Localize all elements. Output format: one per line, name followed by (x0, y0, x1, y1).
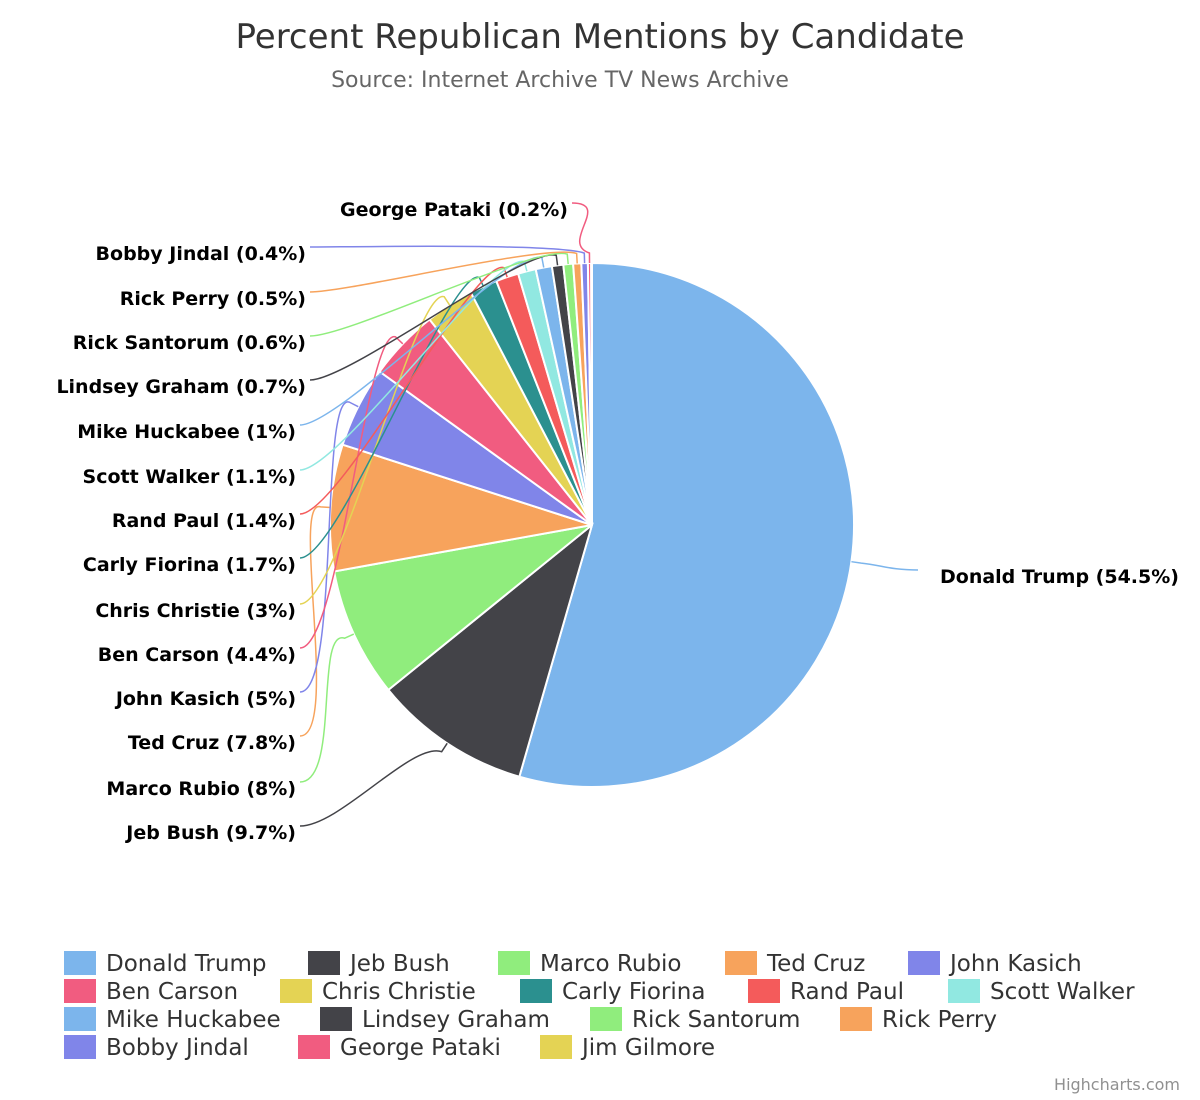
legend-label-ted-cruz: Ted Cruz (766, 951, 865, 977)
legend-swatch-john-kasich (908, 951, 940, 975)
data-label-carly-fiorina: Carly Fiorina (1.7%) (83, 554, 296, 576)
legend-swatch-rick-santorum (590, 1007, 622, 1031)
legend-swatch-mike-huckabee (64, 1007, 96, 1031)
credits-link[interactable]: Highcharts.com (1054, 1075, 1180, 1094)
data-label-rick-santorum: Rick Santorum (0.6%) (73, 332, 306, 354)
legend-label-carly-fiorina: Carly Fiorina (562, 979, 705, 1005)
legend-item-jeb-bush[interactable]: Jeb Bush (308, 951, 450, 977)
data-label-john-kasich: John Kasich (5%) (114, 688, 296, 710)
legend: Donald Trump Jeb Bush Marco Rubio Ted Cruz J… (64, 951, 1135, 1061)
slice-marco-rubio[interactable] (332, 524, 593, 692)
data-label-connectors (299, 202, 919, 827)
legend-swatch-george-pataki (298, 1035, 330, 1059)
legend-item-marco-rubio[interactable]: Marco Rubio (498, 951, 682, 977)
legend-item-george-pataki[interactable]: George Pataki (298, 1035, 501, 1061)
legend-label-jim-gilmore: Jim Gilmore (580, 1035, 715, 1061)
data-label-chris-christie: Chris Christie (3%) (95, 600, 296, 622)
legend-item-donald-trump[interactable]: Donald Trump (64, 951, 266, 977)
legend-swatch-carly-fiorina (520, 979, 552, 1003)
data-label-marco-rubio: Marco Rubio (8%) (106, 778, 296, 800)
legend-item-ted-cruz[interactable]: Ted Cruz (725, 951, 865, 977)
legend-swatch-donald-trump (64, 951, 96, 975)
legend-swatch-chris-christie (280, 979, 312, 1003)
legend-label-mike-huckabee: Mike Huckabee (106, 1007, 281, 1033)
chart-title: Percent Republican Mentions by Candidate (235, 17, 964, 57)
legend-label-rick-santorum: Rick Santorum (632, 1007, 800, 1033)
slice-donald-trump[interactable] (518, 261, 855, 788)
legend-label-rand-paul: Rand Paul (790, 979, 904, 1005)
connector-rick-perry (309, 251, 578, 293)
connector-rick-santorum (309, 252, 569, 337)
legend-item-scott-walker[interactable]: Scott Walker (948, 979, 1135, 1005)
data-label-scott-walker: Scott Walker (1.1%) (83, 466, 296, 488)
data-label-bobby-jindal: Bobby Jindal (0.4%) (96, 243, 306, 265)
connector-marco-rubio (299, 633, 355, 783)
legend-swatch-ted-cruz (725, 951, 757, 975)
pie-slices (329, 261, 855, 788)
legend-swatch-jim-gilmore (540, 1035, 572, 1059)
legend-item-jim-gilmore[interactable]: Jim Gilmore (540, 1035, 715, 1061)
connector-jeb-bush (299, 742, 448, 827)
connector-ben-carson (299, 336, 404, 649)
legend-label-rick-perry: Rick Perry (882, 1007, 997, 1033)
legend-label-lindsey-graham: Lindsey Graham (362, 1007, 550, 1033)
connector-george-pataki (571, 202, 591, 264)
legend-item-ben-carson[interactable]: Ben Carson (64, 979, 238, 1005)
connector-chris-christie (299, 295, 451, 605)
data-label-jeb-bush: Jeb Bush (9.7%) (124, 822, 296, 844)
legend-swatch-rand-paul (748, 979, 780, 1003)
data-label-george-pataki: George Pataki (0.2%) (340, 199, 568, 221)
legend-item-rick-santorum[interactable]: Rick Santorum (590, 1007, 800, 1033)
data-label-rand-paul: Rand Paul (1.4%) (112, 510, 296, 532)
legend-label-john-kasich: John Kasich (948, 951, 1082, 977)
legend-item-bobby-jindal[interactable]: Bobby Jindal (64, 1035, 249, 1061)
legend-item-lindsey-graham[interactable]: Lindsey Graham (320, 1007, 550, 1033)
legend-label-jeb-bush: Jeb Bush (348, 951, 450, 977)
legend-swatch-lindsey-graham (320, 1007, 352, 1031)
legend-item-rick-perry[interactable]: Rick Perry (840, 1007, 997, 1033)
connector-bobby-jindal (309, 245, 586, 264)
legend-item-chris-christie[interactable]: Chris Christie (280, 979, 476, 1005)
legend-swatch-marco-rubio (498, 951, 530, 975)
legend-label-chris-christie: Chris Christie (322, 979, 476, 1005)
data-label-rick-perry: Rick Perry (0.5%) (120, 288, 306, 310)
data-label-lindsey-graham: Lindsey Graham (0.7%) (56, 376, 306, 398)
slice-jim-gilmore[interactable] (590, 261, 593, 526)
data-label-mike-huckabee: Mike Huckabee (1%) (77, 421, 296, 443)
legend-label-donald-trump: Donald Trump (106, 951, 266, 977)
legend-label-ben-carson: Ben Carson (106, 979, 238, 1005)
legend-label-george-pataki: George Pataki (340, 1035, 501, 1061)
legend-label-bobby-jindal: Bobby Jindal (106, 1035, 249, 1061)
legend-swatch-jeb-bush (308, 951, 340, 975)
legend-label-scott-walker: Scott Walker (990, 979, 1135, 1005)
connector-donald-trump (851, 560, 919, 571)
legend-swatch-bobby-jindal (64, 1035, 96, 1059)
legend-item-mike-huckabee[interactable]: Mike Huckabee (64, 1007, 281, 1033)
data-labels: Donald Trump (54.5%) Jeb Bush (9.7%) Marco… (56, 199, 1179, 844)
data-label-donald-trump: Donald Trump (54.5%) (940, 566, 1179, 588)
chart-subtitle: Source: Internet Archive TV News Archive (331, 68, 789, 93)
legend-item-rand-paul[interactable]: Rand Paul (748, 979, 904, 1005)
legend-item-john-kasich[interactable]: John Kasich (908, 951, 1082, 977)
data-label-ted-cruz: Ted Cruz (7.8%) (128, 732, 296, 754)
legend-swatch-ben-carson (64, 979, 96, 1003)
legend-item-carly-fiorina[interactable]: Carly Fiorina (520, 979, 705, 1005)
legend-label-marco-rubio: Marco Rubio (540, 951, 682, 977)
legend-swatch-scott-walker (948, 979, 980, 1003)
data-label-ben-carson: Ben Carson (4.4%) (98, 644, 296, 666)
connector-carly-fiorina (299, 276, 485, 559)
connector-ted-cruz (299, 506, 331, 737)
legend-swatch-rick-perry (840, 1007, 872, 1031)
